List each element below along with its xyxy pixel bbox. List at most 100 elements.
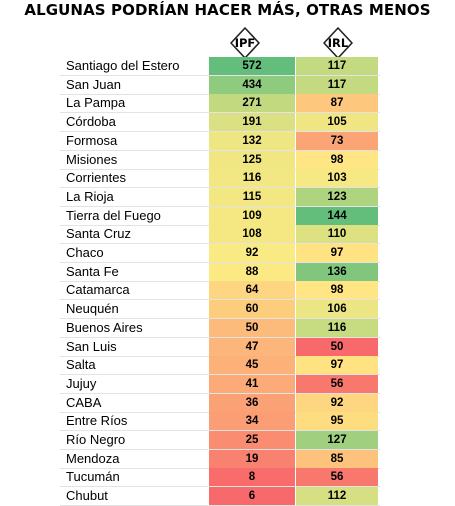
ipf-value-cell: 92: [209, 244, 295, 262]
column-header-ipf-label: IPF: [234, 36, 256, 50]
row-divider: [60, 112, 380, 114]
province-name: Formosa: [66, 132, 118, 148]
province-name: Neuquén: [66, 301, 119, 317]
table-row: La Pampa 271 87: [0, 94, 455, 114]
ipf-value-cell: 34: [209, 412, 295, 431]
column-header-irl: IRL: [321, 26, 355, 60]
province-name: Buenos Aires: [66, 319, 143, 335]
row-divider: [60, 430, 380, 432]
table-row: Santa Fe 88 136: [0, 262, 455, 282]
table-row: Formosa 132 73: [0, 131, 455, 151]
province-name: Jujuy: [66, 375, 97, 391]
ipf-value-cell: 60: [209, 300, 295, 319]
irl-value-cell: 136: [296, 262, 378, 281]
irl-value-cell: 117: [296, 57, 378, 75]
irl-value-cell: 87: [296, 94, 378, 113]
irl-value-cell: 97: [296, 356, 378, 375]
column-header-irl-label: IRL: [327, 36, 349, 50]
irl-value-cell: 56: [296, 374, 378, 393]
table-row: San Luis 47 50: [0, 337, 455, 357]
province-name: Misiones: [66, 151, 118, 167]
irl-value-cell: 98: [296, 281, 378, 300]
row-divider: [60, 75, 380, 76]
irl-value-cell: 127: [296, 431, 378, 449]
irl-value-cell: 73: [296, 131, 378, 150]
row-divider: [60, 224, 380, 226]
irl-value-cell: 95: [296, 412, 378, 431]
table-row: Santa Cruz 108 110: [0, 225, 455, 245]
province-name: Chaco: [66, 245, 104, 260]
irl-value-cell: 117: [296, 75, 378, 94]
ipf-value-cell: 572: [209, 57, 295, 75]
row-divider: [60, 355, 380, 357]
ipf-value-cell: 191: [209, 113, 295, 132]
ipf-value-cell: 125: [209, 150, 295, 169]
irl-value-cell: 97: [296, 244, 378, 262]
row-divider: [60, 318, 380, 320]
ipf-value-cell: 45: [209, 356, 295, 375]
province-name: La Rioja: [66, 188, 114, 204]
table-row: Río Negro 25 127: [0, 431, 455, 450]
province-name: La Pampa: [66, 95, 126, 111]
province-name: Río Negro: [66, 432, 126, 447]
table-row: Tierra del Fuego 109 144: [0, 206, 455, 226]
table-row: Corrientes 116 103: [0, 169, 455, 189]
table-row: Chaco 92 97: [0, 244, 455, 263]
row-divider: [60, 336, 380, 338]
table-row: Entre Ríos 34 95: [0, 412, 455, 432]
ipf-value-cell: 6: [209, 487, 295, 506]
irl-value-cell: 144: [296, 206, 378, 225]
irl-value-cell: 56: [296, 468, 378, 487]
row-divider: [60, 243, 380, 245]
row-divider: [60, 411, 380, 413]
irl-value-cell: 50: [296, 337, 378, 356]
province-name: Corrientes: [66, 170, 126, 186]
row-divider: [60, 93, 380, 95]
province-name: Chubut: [66, 488, 108, 504]
ipf-value-cell: 88: [209, 262, 295, 281]
irl-value-cell: 110: [296, 225, 378, 244]
table-row: Tucumán 8 56: [0, 468, 455, 488]
irl-value-cell: 92: [296, 393, 378, 412]
table-row: Mendoza 19 85: [0, 449, 455, 469]
province-name: Salta: [66, 357, 96, 373]
ipf-value-cell: 64: [209, 281, 295, 300]
table-row: Córdoba 191 105: [0, 113, 455, 133]
province-name: Entre Ríos: [66, 413, 128, 429]
table-row: Santiago del Estero 572 117: [0, 57, 455, 76]
province-name: Córdoba: [66, 114, 116, 130]
ipf-value-cell: 109: [209, 206, 295, 225]
table-row: Salta 45 97: [0, 356, 455, 376]
ipf-value-cell: 8: [209, 468, 295, 487]
irl-value-cell: 116: [296, 318, 378, 337]
province-name: Santa Fe: [66, 263, 119, 279]
row-divider: [60, 467, 380, 469]
province-name: CABA: [66, 394, 102, 410]
province-name: San Juan: [66, 76, 121, 92]
row-divider: [60, 187, 380, 189]
province-name: Santa Cruz: [66, 226, 132, 242]
ipf-value-cell: 36: [209, 393, 295, 412]
ipf-value-cell: 116: [209, 169, 295, 188]
row-divider: [60, 486, 380, 488]
chart-title: ALGUNAS PODRÍAN HACER MÁS, OTRAS MENOS: [24, 1, 431, 19]
ipf-value-cell: 19: [209, 449, 295, 468]
irl-value-cell: 85: [296, 449, 378, 468]
row-divider: [60, 449, 380, 450]
table-row: Catamarca 64 98: [0, 281, 455, 301]
irl-value-cell: 106: [296, 300, 378, 319]
province-name: San Luis: [66, 338, 117, 354]
row-divider: [60, 205, 380, 207]
column-header-ipf: IPF: [228, 26, 262, 60]
irl-value-cell: 123: [296, 187, 378, 206]
ipf-value-cell: 47: [209, 337, 295, 356]
row-divider: [60, 299, 380, 301]
province-name: Tucumán: [66, 469, 120, 485]
ipf-value-cell: 108: [209, 225, 295, 244]
table-row: La Rioja 115 123: [0, 187, 455, 207]
irl-value-cell: 98: [296, 150, 378, 169]
row-divider: [60, 280, 380, 282]
table-row: Neuquén 60 106: [0, 300, 455, 320]
ipf-value-cell: 25: [209, 431, 295, 449]
row-divider: [60, 149, 380, 151]
